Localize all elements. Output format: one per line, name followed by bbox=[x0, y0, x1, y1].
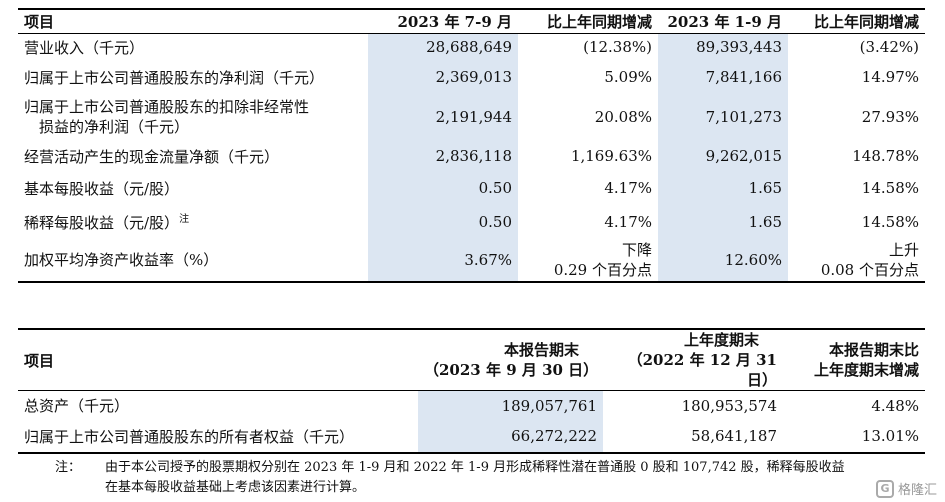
cell-value: 14.58% bbox=[861, 179, 919, 197]
balance-sheet-table: 项目 本报告期末 （2023 年 9 月 30 日） 上年度期末 （2022 年… bbox=[18, 328, 925, 454]
cell-value: 2,191,944 bbox=[368, 93, 518, 141]
cell-value: 4.48% bbox=[871, 396, 919, 415]
header-line2: 上年度期末增减 bbox=[813, 361, 919, 379]
row-label: 基本每股收益（元/股） bbox=[24, 179, 180, 198]
row-label: 营业收入（千元） bbox=[24, 38, 145, 57]
row-label-line2: 损益的净利润（千元） bbox=[39, 118, 190, 136]
cell-value: 189,057,761 bbox=[418, 390, 603, 421]
cell-value: 58,641,187 bbox=[603, 420, 783, 454]
row-label: 稀释每股收益（元/股）注 bbox=[18, 205, 368, 238]
cell-value: 4.17% bbox=[604, 179, 652, 197]
cell-value: 180,953,574 bbox=[681, 396, 777, 415]
cell-line1: 上升 bbox=[888, 240, 919, 259]
cell-value: 20.08% bbox=[594, 108, 652, 126]
cell-value: (12.38%) bbox=[583, 38, 652, 57]
footnote: 注： 由于本公司授予的股票期权分别在 2023 年 1-9 月和 2022 年 … bbox=[55, 458, 925, 498]
row-label-text: 稀释每股收益（元/股） bbox=[24, 214, 180, 232]
cell-value: 12.60% bbox=[658, 238, 788, 283]
table2-header-row: 项目 本报告期末 （2023 年 9 月 30 日） 上年度期末 （2022 年… bbox=[18, 328, 925, 391]
cell-value: 5.09% bbox=[604, 68, 652, 86]
cell-value: 27.93% bbox=[861, 108, 919, 126]
header-line1: 本报告期末比 bbox=[828, 341, 919, 359]
header-item: 项目 bbox=[18, 328, 418, 391]
cell-value: 9,262,015 bbox=[658, 141, 788, 171]
table-row: 加权平均净资产收益率（%） 3.67% 下降 0.29 个百分点 12.60% … bbox=[18, 238, 925, 283]
watermark-text: 格隆汇 bbox=[897, 483, 937, 498]
cell-value: 上升 0.08 个百分点 bbox=[788, 238, 925, 283]
watermark: G 格隆汇 bbox=[875, 479, 937, 498]
financial-highlights-table: 项目 2023 年 7-9 月 比上年同期增减 2023 年 1-9 月 比上年… bbox=[18, 8, 925, 283]
table1-header-row: 项目 2023 年 7-9 月 比上年同期增减 2023 年 1-9 月 比上年… bbox=[18, 8, 925, 34]
header-ytd: 2023 年 1-9 月 bbox=[658, 8, 788, 34]
header-change: 本报告期末比 上年度期末增减 bbox=[783, 328, 925, 391]
cell-line2: 0.29 个百分点 bbox=[553, 260, 652, 279]
row-label: 归属于上市公司普通股股东的扣除非经常性 损益的净利润（千元） bbox=[18, 93, 368, 141]
cell-line1: 下降 bbox=[621, 240, 652, 259]
cell-value: 1,169.63% bbox=[570, 147, 652, 165]
row-label-line1: 归属于上市公司普通股股东的扣除非经常性 bbox=[24, 98, 310, 116]
table-row: 总资产（千元） 189,057,761 180,953,574 4.48% bbox=[18, 390, 925, 421]
header-q3: 2023 年 7-9 月 bbox=[368, 8, 518, 34]
cell-value: 0.50 bbox=[368, 171, 518, 205]
cell-value: 13.01% bbox=[783, 420, 925, 454]
row-label: 归属于上市公司普通股股东的净利润（千元） bbox=[24, 68, 325, 87]
watermark-logo-icon: G bbox=[875, 479, 894, 498]
cell-value: 下降 0.29 个百分点 bbox=[518, 238, 658, 283]
table-row: 营业收入（千元） 28,688,649 (12.38%) 89,393,443 … bbox=[18, 33, 925, 61]
table-row: 基本每股收益（元/股） 0.50 4.17% 1.65 14.58% bbox=[18, 171, 925, 205]
cell-value: (3.42%) bbox=[859, 38, 919, 57]
cell-value: 2,369,013 bbox=[368, 61, 518, 93]
cell-value: 0.50 bbox=[368, 205, 518, 238]
cell-value: 4.17% bbox=[604, 212, 652, 231]
row-label: 加权平均净资产收益率（%） bbox=[18, 238, 368, 283]
cell-value: 7,101,273 bbox=[658, 93, 788, 141]
footnote-line1: 由于本公司授予的股票期权分别在 2023 年 1-9 月和 2022 年 1-9… bbox=[105, 460, 845, 475]
row-label: 归属于上市公司普通股股东的所有者权益（千元） bbox=[18, 420, 418, 454]
cell-value: 2,836,118 bbox=[368, 141, 518, 171]
cell-value: 14.58% bbox=[861, 212, 919, 231]
header-line1: 本报告期末 bbox=[503, 341, 579, 359]
cell-value: 7,841,166 bbox=[658, 61, 788, 93]
table-row: 归属于上市公司普通股股东的扣除非经常性 损益的净利润（千元） 2,191,944… bbox=[18, 93, 925, 141]
cell-value: 3.67% bbox=[368, 238, 518, 283]
table-row: 归属于上市公司普通股股东的净利润（千元） 2,369,013 5.09% 7,8… bbox=[18, 61, 925, 93]
cell-value: 89,393,443 bbox=[658, 33, 788, 61]
table-row: 归属于上市公司普通股股东的所有者权益（千元） 66,272,222 58,641… bbox=[18, 420, 925, 454]
footnote-mark: 注 bbox=[179, 214, 190, 225]
table-row: 稀释每股收益（元/股）注 0.50 4.17% 1.65 14.58% bbox=[18, 205, 925, 238]
header-period-end: 本报告期末 （2023 年 9 月 30 日） bbox=[418, 328, 603, 391]
header-prior-year-end: 上年度期末 （2022 年 12 月 31 日） bbox=[603, 328, 783, 391]
header-ytd-change: 比上年同期增减 bbox=[788, 8, 925, 34]
header-line1: 上年度期末 bbox=[683, 331, 759, 349]
row-label: 经营活动产生的现金流量净额（千元） bbox=[24, 147, 280, 166]
cell-value: 66,272,222 bbox=[418, 420, 603, 454]
cell-value: 1.65 bbox=[658, 171, 788, 205]
cell-value: 14.97% bbox=[861, 68, 919, 86]
header-q3-change: 比上年同期增减 bbox=[518, 8, 658, 34]
header-line2: （2022 年 12 月 31 日） bbox=[627, 351, 777, 389]
header-item: 项目 bbox=[18, 8, 368, 34]
footnote-line2: 在基本每股收益基础上考虑该因素进行计算。 bbox=[105, 480, 366, 495]
row-label: 总资产（千元） bbox=[24, 397, 130, 416]
footnote-label: 注： bbox=[55, 460, 82, 475]
cell-value: 28,688,649 bbox=[368, 33, 518, 61]
header-line2: （2023 年 9 月 30 日） bbox=[424, 361, 599, 379]
cell-value: 148.78% bbox=[852, 147, 919, 165]
cell-line2: 0.08 个百分点 bbox=[820, 260, 919, 279]
table-row: 经营活动产生的现金流量净额（千元） 2,836,118 1,169.63% 9,… bbox=[18, 141, 925, 171]
cell-value: 1.65 bbox=[658, 205, 788, 238]
